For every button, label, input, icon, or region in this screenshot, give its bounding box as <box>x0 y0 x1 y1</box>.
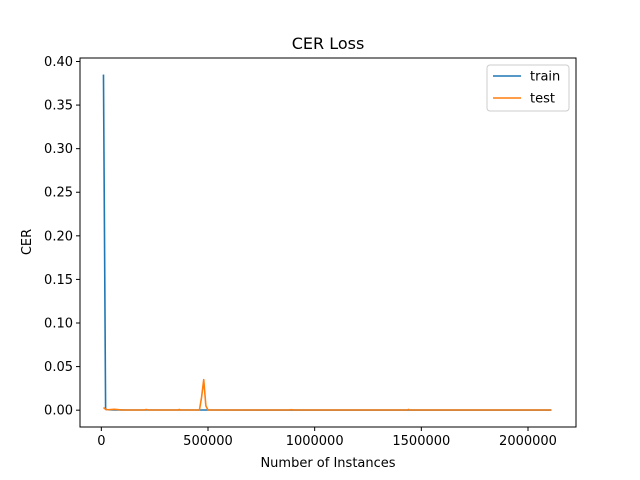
y-tick-label: 0.30 <box>44 142 73 157</box>
legend-label-train: train <box>530 70 560 85</box>
legend: train test <box>486 64 570 112</box>
x-axis-ticks: 0 500000 1000000 1500000 2000000 <box>97 427 557 449</box>
y-tick-label: 0.10 <box>44 317 73 332</box>
chart-title: CER Loss <box>292 34 365 53</box>
series-line-train <box>102 74 552 411</box>
x-tick-label: 1500000 <box>392 434 450 449</box>
y-tick-label: 0.15 <box>44 273 73 288</box>
x-tick-label: 500000 <box>183 434 233 449</box>
y-tick-label: 0.25 <box>44 186 73 201</box>
y-tick-label: 0.05 <box>44 360 73 375</box>
y-tick-label: 0.20 <box>44 229 73 244</box>
y-tick-label: 0.40 <box>44 55 73 70</box>
y-tick-label: 0.00 <box>44 404 73 419</box>
y-tick-label: 0.35 <box>44 99 73 114</box>
x-tick-label: 1000000 <box>286 434 344 449</box>
plot-lines <box>102 74 552 411</box>
y-axis-title: CER <box>20 229 35 255</box>
y-axis-ticks: 0.00 0.05 0.10 0.15 0.20 0.25 0.30 0.35 0.40 <box>44 55 80 419</box>
x-tick-label: 2000000 <box>499 434 557 449</box>
x-axis-title: Number of Instances <box>260 456 395 471</box>
legend-label-test: test <box>530 92 555 107</box>
series-line-test <box>102 378 552 411</box>
axes-frame <box>79 57 577 428</box>
x-tick-label: 0 <box>97 434 105 449</box>
